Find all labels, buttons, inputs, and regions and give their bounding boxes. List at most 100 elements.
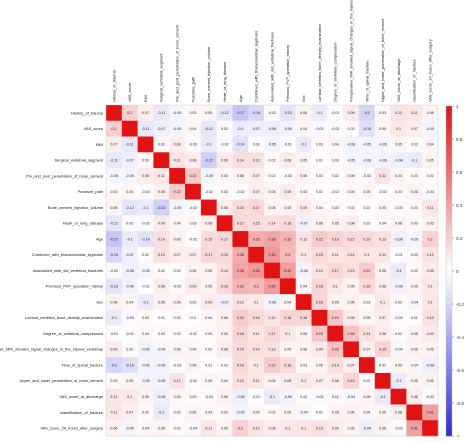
heatmap-cell-r5-c12 — [295, 183, 312, 200]
heatmap-cell-r3-c8 — [232, 152, 249, 169]
cell-value-r4-c15: 0.05 — [348, 174, 355, 178]
cell-value-r9-c7: 0.15 — [221, 253, 228, 257]
cell-value-r17-c7: 0.04 — [221, 379, 228, 383]
cell-value-r10-c0: -0.02 — [110, 269, 118, 273]
heatmap-cell-r2-c4 — [169, 136, 186, 153]
cell-value-r2-c12: -0.1 — [301, 143, 307, 147]
cell-value-r14-c11: 0.1 — [285, 332, 290, 336]
cell-value-r19-c10: 0.02 — [269, 411, 276, 415]
heatmap-cell-r7-c10 — [264, 215, 281, 232]
cell-value-r2-c5: -0.03 — [189, 143, 197, 147]
cell-value-r16-c13: 0.05 — [316, 363, 323, 367]
cell-value-r20-c13: 0.13 — [316, 426, 323, 430]
cell-value-r4-c6: -0.05 — [205, 174, 213, 178]
colorbar-segment — [446, 265, 452, 272]
cell-value-r8-c0: -0.27 — [110, 237, 118, 241]
heatmap-cell-r16-c18 — [390, 357, 407, 374]
cell-value-r7-c15: 0.08 — [348, 222, 355, 226]
cell-value-r13-c10: 0.12 — [269, 316, 276, 320]
cell-value-r20-c7: 0.05 — [221, 426, 228, 430]
heatmap-cell-r19-c15 — [343, 404, 360, 421]
cell-value-r15-c7: 0.08 — [221, 348, 228, 352]
heatmap-cell-r12-c10 — [264, 294, 281, 311]
cell-value-r17-c1: 0.05 — [126, 379, 133, 383]
cell-value-r4-c18: 0.04 — [395, 174, 402, 178]
heatmap-cell-r10-c6 — [200, 262, 217, 279]
heatmap-cell-r19-c19 — [406, 404, 423, 421]
heatmap-cell-r16-c14 — [327, 357, 344, 374]
heatmap-cell-r14-c14 — [327, 325, 344, 342]
column-label-4: Pre_and_post_penetration_of_bone_cement — [175, 24, 180, 102]
cell-value-r17-c4: 0.12 — [174, 379, 181, 383]
heatmap-cell-r17-c12 — [295, 372, 312, 390]
heatmap-cell-r7-c5 — [185, 215, 202, 232]
cell-value-r0-c10: -0.02 — [268, 111, 276, 115]
cell-value-r6-c1: -0.12 — [126, 206, 134, 210]
heatmap-cell-r8-c20 — [422, 231, 439, 248]
heatmap-cell-r5-c1 — [121, 183, 138, 200]
row-label-18: VAS_score_at_discharge — [59, 394, 103, 399]
cell-value-r12-c5: 0.03 — [189, 300, 196, 304]
heatmap-cell-r10-c17 — [374, 262, 391, 279]
cell-value-r18-c13: -0.03 — [315, 395, 323, 399]
heatmap-cell-r10-c20 — [422, 262, 439, 279]
cell-value-r7-c6: 0.08 — [205, 222, 212, 226]
heatmap-cell-r16-c15 — [343, 357, 360, 374]
cell-value-r5-c7: 0.03 — [221, 190, 228, 194]
cell-value-r1-c16: -0.15 — [363, 127, 371, 131]
heatmap-cell-r2-c19 — [406, 136, 423, 153]
heatmap-cell-r16-c10 — [264, 357, 281, 374]
colorbar-segment — [446, 227, 452, 233]
heatmap-cell-r19-c10 — [264, 404, 281, 421]
row-label-6: Bone_cement_injection_volume — [48, 205, 103, 210]
heatmap-cell-r14-c1 — [121, 325, 138, 342]
heatmap-cell-r10-c11 — [279, 262, 297, 279]
heatmap-cell-r13-c8 — [232, 309, 249, 326]
cell-value-r20-c15: 0.05 — [348, 426, 355, 430]
colorbar-segment — [446, 117, 452, 123]
cell-value-r5-c15: 0.04 — [348, 190, 355, 194]
heatmap-cell-r7-c7 — [216, 215, 233, 232]
column-label-13: Lumbar_vertebra_bone_density_examination — [317, 24, 322, 102]
cell-value-r20-c5: -0.04 — [189, 426, 197, 430]
heatmap-cell-r20-c15 — [343, 420, 360, 437]
cell-value-r14-c18: 0.02 — [395, 332, 402, 336]
heatmap-cell-r3-c1 — [121, 152, 138, 169]
heatmap-cell-r10-c18 — [390, 262, 407, 279]
cell-value-r10-c8: 0.38 — [237, 269, 244, 273]
heatmap-cell-r5-c18 — [390, 183, 407, 200]
colorbar-segment — [446, 276, 452, 283]
heatmap-cell-r14-c9 — [248, 325, 265, 342]
heatmap-cell-r1-c13 — [311, 120, 328, 137]
heatmap-cell-r15-c9 — [248, 341, 265, 358]
cell-value-r11-c12: 0.04 — [300, 285, 307, 289]
heatmap-cell-r13-c9 — [248, 309, 265, 326]
row-label-4: Pre_and_post_penetration_of_bone_cement — [26, 173, 104, 178]
cell-value-r10-c12: -0.06 — [300, 269, 308, 273]
colorbar-segment — [446, 375, 452, 382]
heatmap-cell-r11-c2 — [137, 278, 154, 295]
heatmap-cell-r15-c18 — [390, 341, 407, 358]
colorbar-segment — [446, 315, 452, 321]
cell-value-r16-c20: -0.08 — [426, 363, 434, 367]
cell-value-r14-c1: -0.02 — [126, 332, 134, 336]
cell-value-r19-c0: 0.11 — [111, 411, 118, 415]
cell-value-r19-c15: 0.06 — [348, 411, 355, 415]
cell-value-r9-c14: 0.11 — [332, 253, 339, 257]
cell-value-r14-c12: 0.05 — [300, 332, 307, 336]
heatmap-cell-r12-c9 — [248, 294, 265, 311]
cell-value-r6-c7: 0.08 — [221, 206, 228, 210]
heatmap-cell-r10-c7 — [216, 262, 233, 279]
heatmap-cell-r0-c7 — [216, 105, 233, 122]
heatmap-cell-r11-c20 — [422, 278, 439, 295]
cell-value-r8-c7: 0.17 — [221, 237, 228, 241]
heatmap-cell-r18-c11 — [279, 388, 297, 405]
cell-value-r10-c16: 0.22 — [363, 269, 370, 273]
cell-value-r17-c20: 0.06 — [427, 379, 434, 383]
column-labels: History_of_trauma VAS_score BMI Surgical_ve… — [111, 0, 432, 102]
heatmap-cell-r5-c8 — [232, 183, 249, 200]
heatmap-cell-r16-c2 — [137, 357, 154, 374]
cell-value-r13-c8: 0.22 — [237, 316, 244, 320]
heatmap-cell-r14-c13 — [311, 325, 328, 342]
colorbar-segment — [446, 150, 452, 156]
